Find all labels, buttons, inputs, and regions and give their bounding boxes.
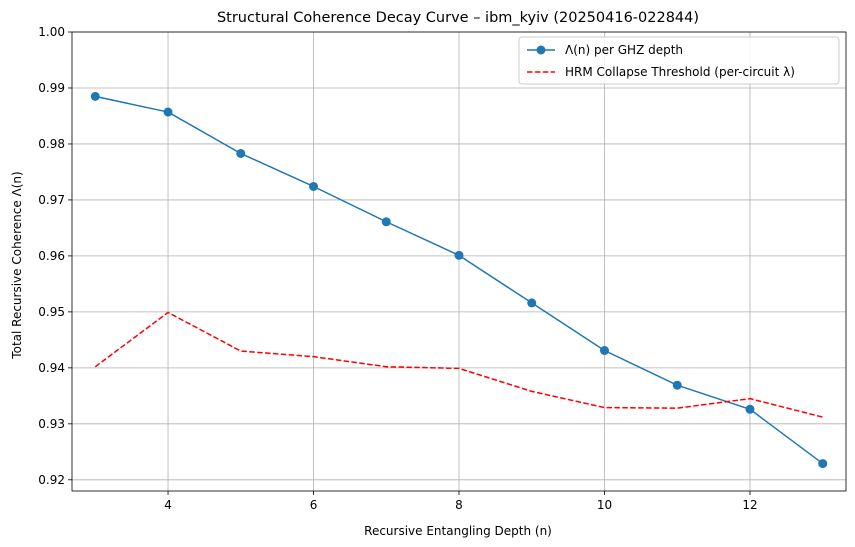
y-tick-label: 1.00 [38, 25, 65, 39]
y-tick-label: 0.97 [38, 193, 65, 207]
plot-series [90, 91, 828, 469]
legend-label-coherence: Λ(n) per GHZ depth [565, 43, 683, 57]
y-tick-label: 0.94 [38, 361, 65, 375]
data-point [599, 346, 609, 356]
y-tick-label: 0.99 [38, 81, 65, 95]
y-tick-label: 0.93 [38, 417, 65, 431]
y-tick-label: 0.96 [38, 249, 65, 263]
data-point [745, 404, 755, 414]
data-point [90, 91, 100, 101]
y-tick-label: 0.92 [38, 473, 65, 487]
data-point [818, 459, 828, 469]
y-tick-label: 0.98 [38, 137, 65, 151]
axis-ticks: 4 6 8 10 12 0.92 0.93 0.94 0.95 0.96 0.97 0.98 0.99 1… [38, 25, 757, 512]
y-tick-label: 0.95 [38, 305, 65, 319]
data-point [309, 181, 319, 191]
legend: Λ(n) per GHZ depth HRM Collapse Threshol… [518, 36, 840, 85]
x-tick-label: 4 [164, 498, 172, 512]
x-tick-label: 12 [742, 498, 757, 512]
data-point [236, 148, 246, 158]
y-axis-label: Total Recursive Coherence Λ(n) [10, 171, 24, 359]
x-tick-label: 6 [310, 498, 318, 512]
legend-label-threshold: HRM Collapse Threshold (per-circuit λ) [565, 65, 795, 79]
data-point [381, 217, 391, 227]
chart-title: Structural Coherence Decay Curve – ibm_k… [217, 10, 699, 26]
x-axis-label: Recursive Entangling Depth (n) [364, 524, 552, 538]
data-point [527, 298, 537, 308]
series-line-threshold [94, 311, 823, 418]
x-tick-label: 8 [455, 498, 463, 512]
legend-box [518, 36, 840, 85]
data-point [454, 250, 464, 260]
x-tick-label: 10 [597, 498, 612, 512]
data-point [672, 380, 682, 390]
legend-marker-coherence [536, 45, 546, 55]
data-point [163, 107, 173, 117]
